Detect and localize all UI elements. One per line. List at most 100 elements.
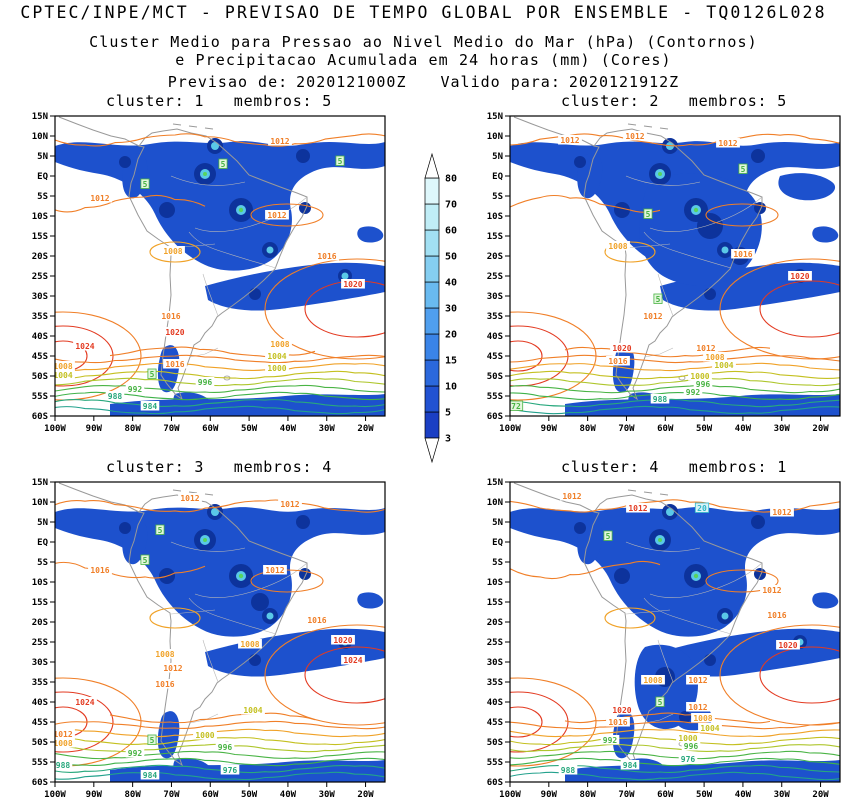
lat-tick-label: 15N bbox=[32, 478, 48, 488]
contour-label: 1008 bbox=[240, 640, 259, 649]
lat-tick-label: EQ bbox=[37, 538, 48, 548]
contour-label-box bbox=[703, 352, 727, 362]
contour-label-box bbox=[315, 251, 339, 261]
map-cluster-1: 1012 1012 1012 5 5 5 1008 1016 1020 1016 1020 1024 1… bbox=[32, 112, 386, 434]
contour-label: 1000 bbox=[195, 731, 214, 740]
contour-label-box bbox=[694, 343, 718, 353]
contour-label-box bbox=[155, 524, 165, 535]
contour-label: 1016 bbox=[608, 357, 627, 366]
contour-label-box bbox=[268, 339, 292, 349]
map-content: 1012 1012 1012 5 5 1008 1016 1020 5 1012 1020 1016 1… bbox=[510, 116, 840, 416]
contour-label-box bbox=[655, 696, 665, 707]
contour-label: 1012 bbox=[270, 137, 289, 146]
contour-label-box bbox=[268, 136, 292, 146]
contour-label: 1024 bbox=[75, 342, 94, 351]
contour-label: 996 bbox=[198, 378, 213, 387]
lat-tick-label: 55S bbox=[32, 392, 48, 402]
contour-label-box bbox=[125, 748, 145, 758]
lat-tick-label: 10S bbox=[487, 578, 503, 588]
contour-label: 1024 bbox=[75, 698, 94, 707]
contour-label-box bbox=[738, 163, 748, 174]
contour-label: 1012 bbox=[560, 136, 579, 145]
contour-label-box bbox=[140, 401, 160, 411]
contour-label: 1012 bbox=[90, 194, 109, 203]
contour-label-box bbox=[681, 741, 701, 751]
lon-axis: 100W 90W 80W 70W 60W 50W 40W 30W 20W bbox=[44, 416, 374, 434]
contour-label-box bbox=[688, 371, 712, 381]
contour-label: 1012 bbox=[265, 566, 284, 575]
contour-label: 1016 bbox=[90, 566, 109, 575]
contour-label-box bbox=[716, 138, 740, 148]
contour-label: 992 bbox=[686, 388, 701, 397]
contour-label-box bbox=[610, 343, 634, 353]
contour-label-box bbox=[153, 679, 177, 689]
contour-label: 1008 bbox=[705, 353, 724, 362]
contour-label-box bbox=[641, 675, 665, 685]
lat-tick-label: 50S bbox=[487, 372, 503, 382]
contour-label: 5 bbox=[646, 210, 651, 219]
lat-tick-label: 40S bbox=[487, 332, 503, 342]
contour-label: 996 bbox=[696, 380, 711, 389]
contour-label: 1012 bbox=[180, 494, 199, 503]
lat-tick-label: 15S bbox=[487, 598, 503, 608]
contour-labels: 1012 1012 20 1012 5 1012 1016 1020 1008 1012 5 1020… bbox=[558, 491, 800, 775]
lat-tick-label: 20S bbox=[487, 252, 503, 262]
contour-label-box bbox=[558, 765, 578, 775]
contour-label: 1012 bbox=[688, 676, 707, 685]
contour-label-box bbox=[105, 391, 125, 401]
contour-label-box bbox=[73, 697, 97, 707]
colorbar-tick-label: 50 bbox=[445, 252, 457, 263]
contour-label: 5 bbox=[150, 736, 155, 745]
lat-tick-label: 25S bbox=[487, 638, 503, 648]
contour-labels: 1012 1012 1012 5 5 1008 1016 1020 5 1012 1020 1016 1… bbox=[510, 131, 812, 411]
map-cluster-4: 1012 1012 20 1012 5 1012 1016 1020 1008 1012 5 1020… bbox=[487, 478, 841, 800]
lat-tick-label: 30S bbox=[32, 658, 48, 668]
contour-label-box bbox=[163, 327, 187, 337]
contour-label-box bbox=[693, 379, 713, 389]
lat-tick-label: 5N bbox=[492, 152, 503, 162]
contour-label: 1012 bbox=[625, 132, 644, 141]
panel-title-cluster-2: cluster: 2 membros: 5 bbox=[560, 92, 788, 110]
contour-label-box bbox=[263, 565, 287, 575]
contour-label: 5 bbox=[656, 295, 661, 304]
lat-tick-label: 25S bbox=[32, 638, 48, 648]
contour-label: 1000 bbox=[267, 364, 286, 373]
contour-label-box bbox=[73, 341, 97, 351]
contour-label: 984 bbox=[143, 402, 158, 411]
lon-tick-label: 100W bbox=[499, 790, 521, 800]
colorbar-segment bbox=[424, 333, 440, 361]
contour-label: 996 bbox=[218, 743, 233, 752]
lat-tick-label: 50S bbox=[32, 738, 48, 748]
contour-label: 988 bbox=[108, 392, 123, 401]
contour-label: 988 bbox=[561, 766, 576, 775]
lat-tick-label: 5N bbox=[492, 518, 503, 528]
forecast-line: Previsao de: 2020121000Z Valido para: 20… bbox=[0, 73, 847, 91]
contour-label: 1012 bbox=[762, 586, 781, 595]
panel-title-cluster-1: cluster: 1 membros: 5 bbox=[105, 92, 333, 110]
lat-tick-label: 5S bbox=[492, 558, 503, 568]
contour-label: 1004 bbox=[267, 352, 286, 361]
panel-title-cluster-3: cluster: 3 membros: 4 bbox=[105, 458, 333, 476]
contour-label-box bbox=[215, 742, 235, 752]
lon-axis: 100W 90W 80W 70W 60W 50W 40W 30W 20W bbox=[499, 416, 829, 434]
contour-label-box bbox=[265, 363, 289, 373]
contour-label-box bbox=[178, 493, 202, 503]
lat-tick-label: 15S bbox=[32, 232, 48, 242]
lon-tick-label: 30W bbox=[774, 424, 791, 434]
lon-tick-label: 50W bbox=[696, 790, 713, 800]
colorbar-segment bbox=[424, 177, 440, 205]
contour-label-box bbox=[331, 635, 355, 645]
contour-label-box bbox=[610, 705, 634, 715]
lon-tick-label: 70W bbox=[163, 424, 180, 434]
map-frame bbox=[509, 481, 841, 783]
lat-tick-label: 10N bbox=[487, 498, 503, 508]
lat-tick-label: 35S bbox=[32, 678, 48, 688]
lon-tick-label: 40W bbox=[735, 424, 752, 434]
contour-label-box bbox=[55, 361, 75, 371]
lon-tick-label: 30W bbox=[319, 424, 336, 434]
lat-tick-label: 60S bbox=[32, 412, 48, 422]
lon-tick-label: 80W bbox=[580, 424, 597, 434]
contour-label: 1012 bbox=[163, 664, 182, 673]
contour-label: 1012 bbox=[628, 504, 647, 513]
contour-label: 992 bbox=[603, 736, 618, 745]
